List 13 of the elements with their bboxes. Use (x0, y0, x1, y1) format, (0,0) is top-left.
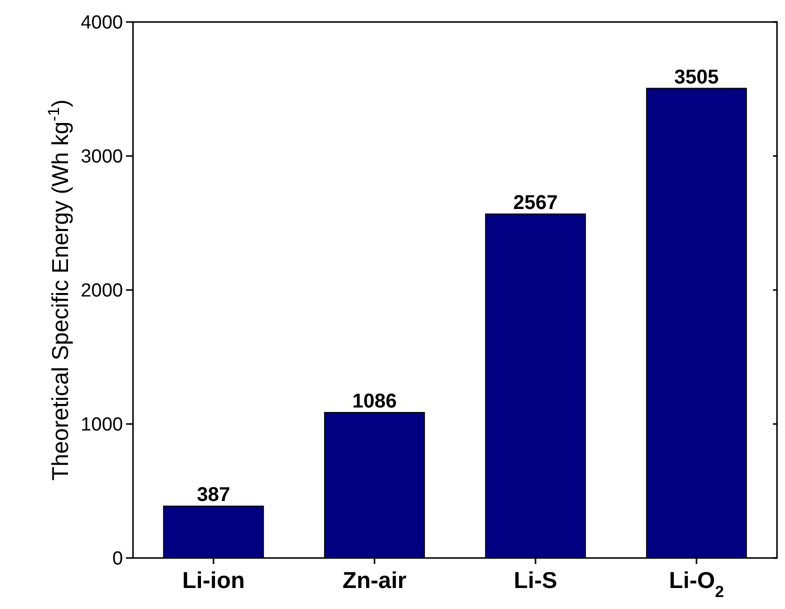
data-label: 2567 (513, 192, 558, 214)
y-tick-label: 4000 (80, 12, 123, 34)
x-tick-label: Li-S (514, 567, 558, 593)
x-tick-label: Li-O$_{2}$ (669, 567, 724, 601)
y-tick-label: 0 (112, 548, 123, 570)
x-tick-label: Li-ion (182, 567, 245, 593)
data-label: 1086 (352, 390, 397, 412)
data-label: 387 (196, 484, 230, 506)
y-tick-label: 3000 (80, 146, 123, 168)
x-tick-label: Zn-air (342, 567, 406, 593)
data-label: 3505 (674, 66, 719, 88)
y-tick-label: 2000 (80, 280, 123, 302)
y-tick-label: 1000 (80, 414, 123, 436)
